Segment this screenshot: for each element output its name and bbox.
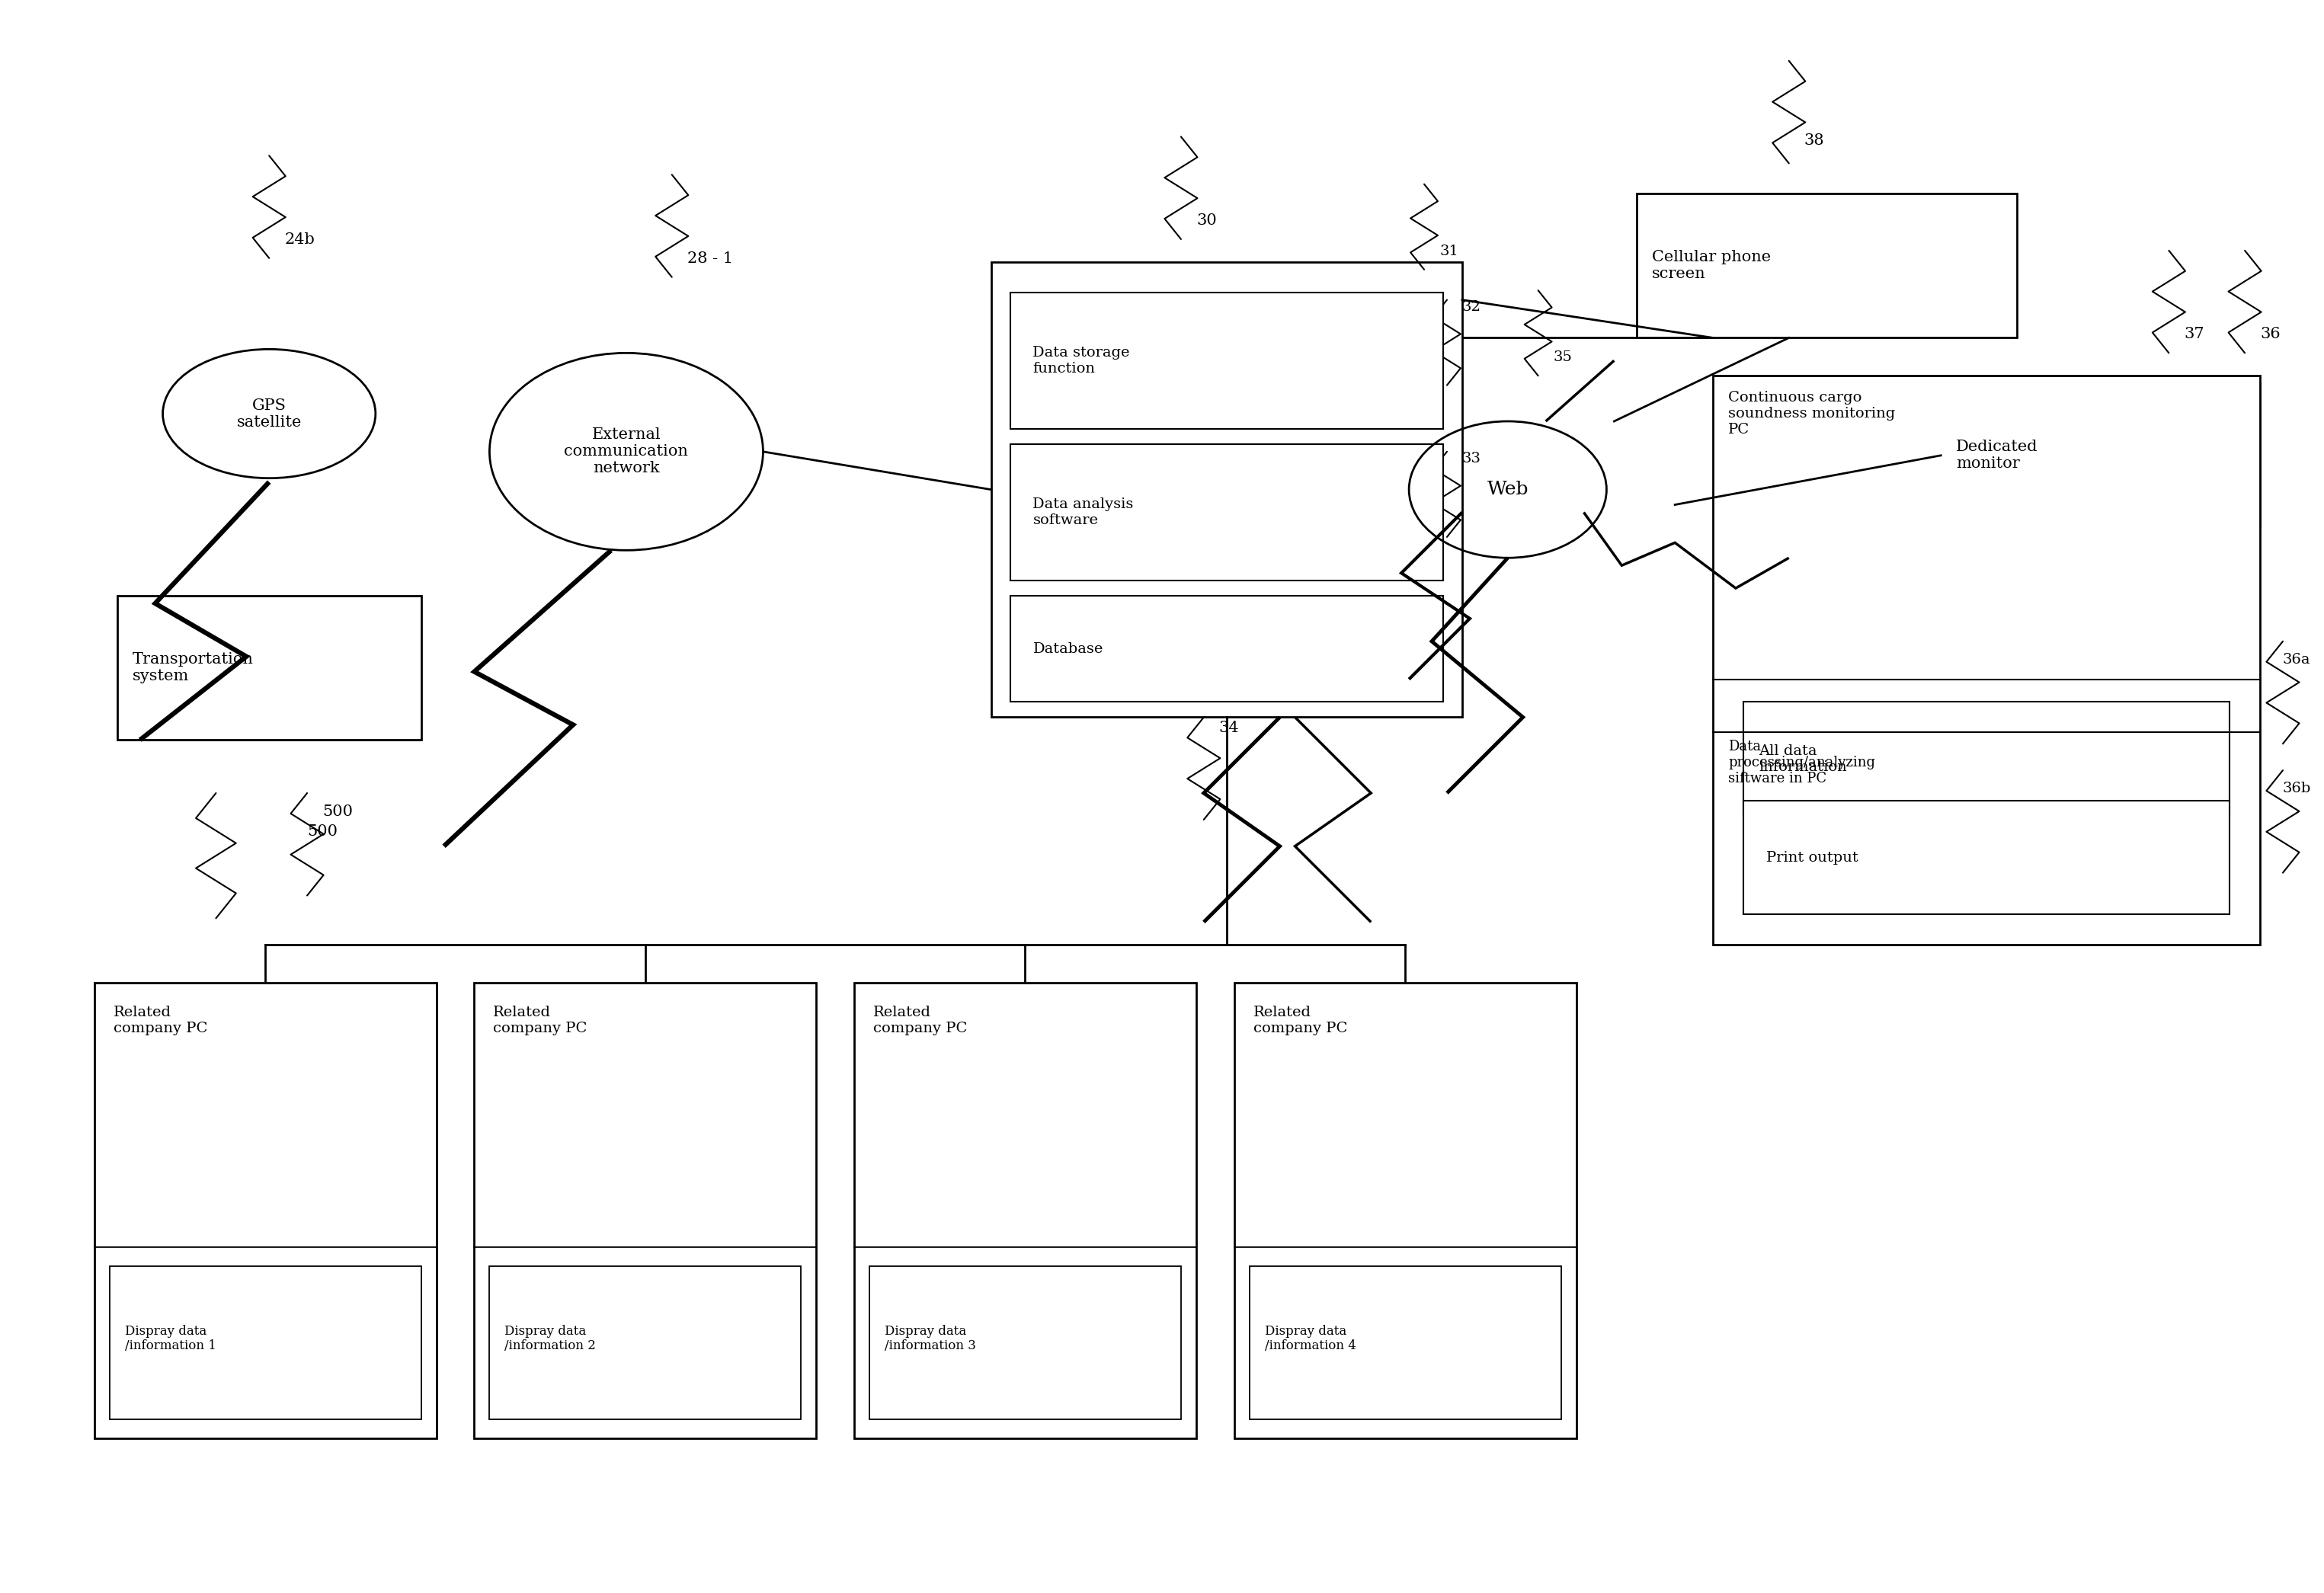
FancyBboxPatch shape bbox=[474, 983, 816, 1438]
FancyBboxPatch shape bbox=[1234, 983, 1576, 1438]
Text: All data
information: All data information bbox=[1759, 744, 1848, 774]
FancyBboxPatch shape bbox=[855, 983, 1197, 1438]
Text: 30: 30 bbox=[1197, 213, 1215, 228]
Text: 36b: 36b bbox=[2282, 782, 2312, 795]
FancyBboxPatch shape bbox=[1011, 444, 1443, 580]
Text: Print output: Print output bbox=[1766, 851, 1859, 865]
Text: Related
company PC: Related company PC bbox=[493, 1005, 588, 1035]
Text: GPS
satellite: GPS satellite bbox=[237, 398, 302, 429]
FancyBboxPatch shape bbox=[116, 596, 421, 741]
FancyBboxPatch shape bbox=[1941, 384, 2259, 527]
Text: 24b: 24b bbox=[284, 233, 314, 247]
Text: 38: 38 bbox=[1803, 134, 1824, 148]
FancyBboxPatch shape bbox=[109, 1266, 421, 1419]
Text: 35: 35 bbox=[1552, 350, 1573, 365]
Text: 36: 36 bbox=[2259, 327, 2280, 341]
Text: Transportation
system: Transportation system bbox=[132, 652, 253, 683]
Text: Dispray data
/information 3: Dispray data /information 3 bbox=[885, 1325, 976, 1352]
Text: Data analysis
software: Data analysis software bbox=[1032, 497, 1134, 527]
Text: 500: 500 bbox=[323, 804, 353, 819]
Text: Web: Web bbox=[1487, 481, 1529, 499]
Text: Data
processing/analyzing
siftware in PC: Data processing/analyzing siftware in PC bbox=[1729, 741, 1875, 785]
Text: Related
company PC: Related company PC bbox=[1253, 1005, 1348, 1035]
FancyBboxPatch shape bbox=[1011, 596, 1443, 703]
Text: Database: Database bbox=[1032, 642, 1104, 656]
Text: External
communication
network: External communication network bbox=[565, 427, 688, 476]
Text: 500: 500 bbox=[307, 824, 337, 838]
FancyBboxPatch shape bbox=[1713, 376, 2259, 945]
FancyBboxPatch shape bbox=[990, 261, 1462, 717]
FancyBboxPatch shape bbox=[1743, 801, 2229, 914]
FancyBboxPatch shape bbox=[1636, 194, 2017, 338]
Text: Related
company PC: Related company PC bbox=[114, 1005, 207, 1035]
Text: Cellular phone
screen: Cellular phone screen bbox=[1652, 250, 1771, 282]
Text: 34: 34 bbox=[1220, 722, 1239, 736]
Text: Continuous cargo
soundness monitoring
PC: Continuous cargo soundness monitoring PC bbox=[1729, 390, 1894, 436]
FancyBboxPatch shape bbox=[95, 983, 437, 1438]
Text: 28 - 1: 28 - 1 bbox=[688, 252, 732, 266]
Text: 36a: 36a bbox=[2282, 653, 2310, 666]
Text: Dedicated
monitor: Dedicated monitor bbox=[1957, 440, 2038, 472]
FancyBboxPatch shape bbox=[869, 1266, 1181, 1419]
FancyBboxPatch shape bbox=[1011, 292, 1443, 429]
Text: 33: 33 bbox=[1462, 452, 1480, 465]
Text: 31: 31 bbox=[1439, 244, 1459, 258]
Text: Dispray data
/information 2: Dispray data /information 2 bbox=[504, 1325, 595, 1352]
Text: Data storage
function: Data storage function bbox=[1032, 346, 1129, 376]
FancyBboxPatch shape bbox=[1743, 703, 2229, 816]
Text: Dispray data
/information 1: Dispray data /information 1 bbox=[125, 1325, 216, 1352]
Text: 32: 32 bbox=[1462, 299, 1480, 314]
Text: Related
company PC: Related company PC bbox=[874, 1005, 967, 1035]
FancyBboxPatch shape bbox=[490, 1266, 802, 1419]
FancyBboxPatch shape bbox=[1250, 1266, 1562, 1419]
Text: 37: 37 bbox=[2185, 327, 2205, 341]
Text: Dispray data
/information 4: Dispray data /information 4 bbox=[1264, 1325, 1355, 1352]
